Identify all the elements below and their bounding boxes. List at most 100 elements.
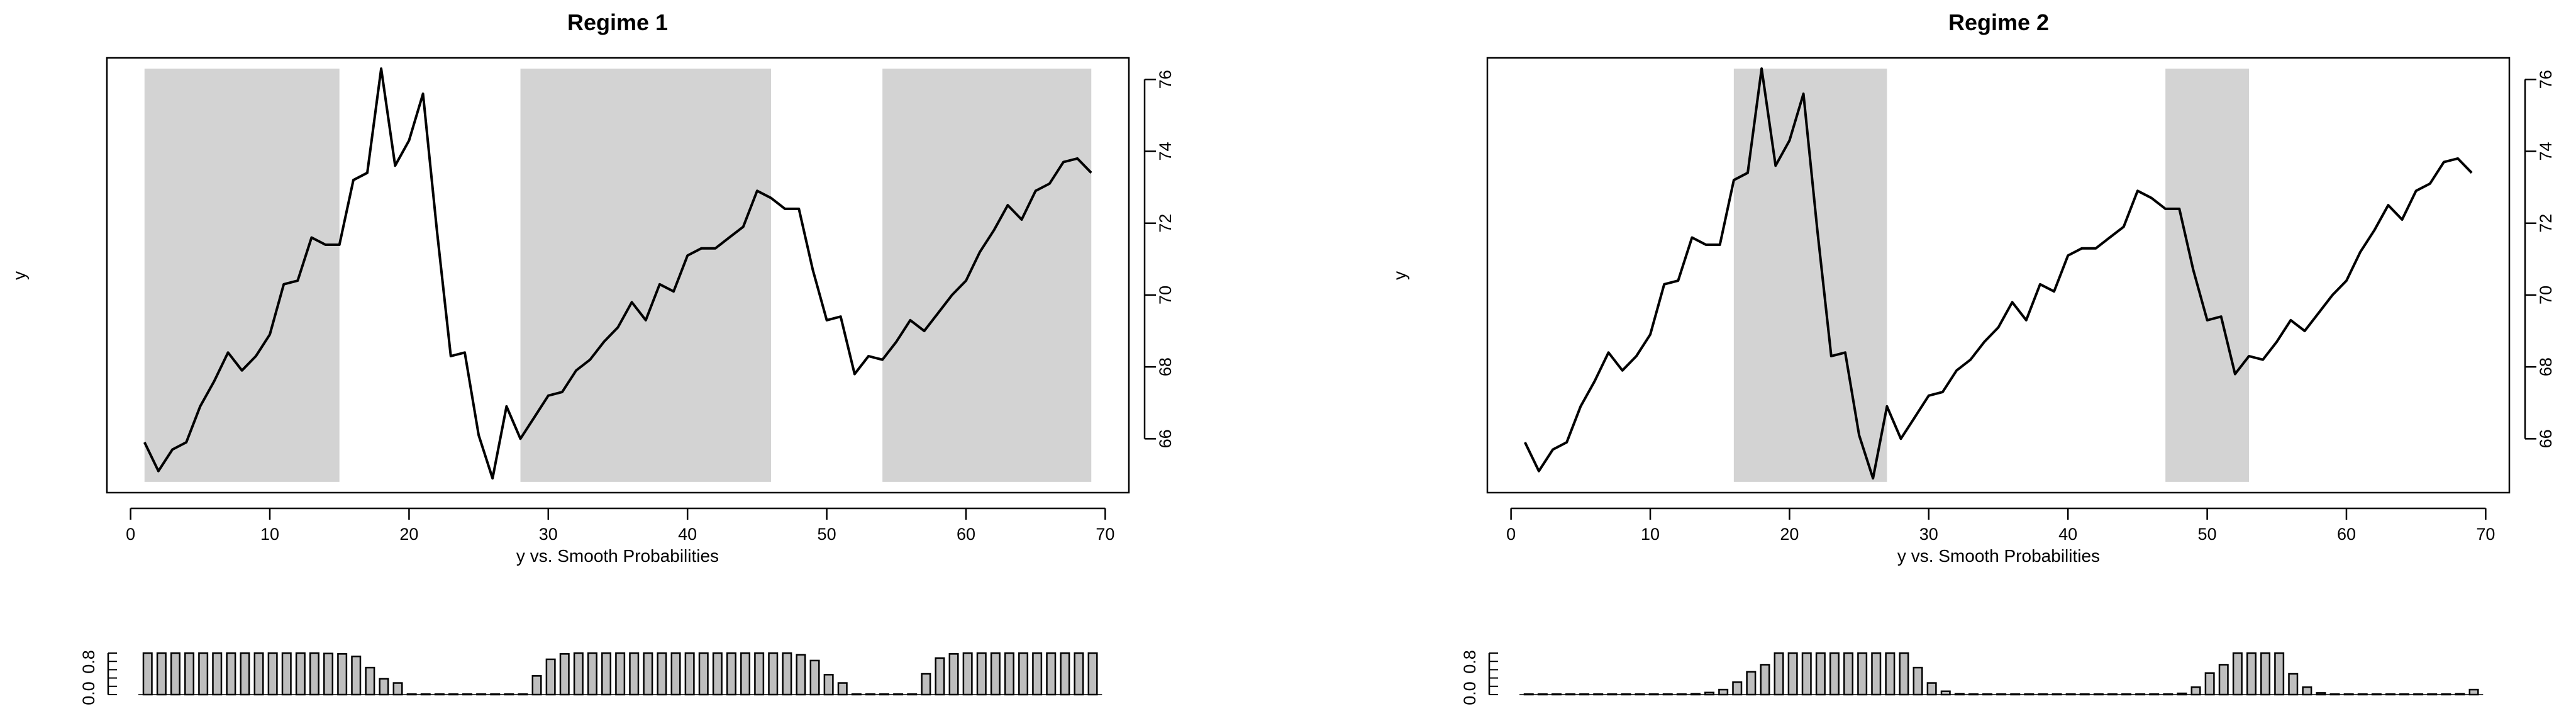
- probability-bar: [657, 652, 667, 696]
- probability-bar: [379, 678, 389, 696]
- probability-bar: [448, 693, 458, 696]
- probability-bar: [1621, 693, 1631, 696]
- probability-bar: [212, 652, 223, 696]
- probability-bar: [198, 652, 209, 696]
- probability-bar: [1982, 693, 1993, 696]
- regime-2-panel: 0 10 20 30 40 50 60 70 66 68 70 72 74 76 Regime 2 y vs.…: [1390, 9, 2555, 705]
- probability-bar: [1060, 652, 1070, 696]
- probability-bar: [240, 652, 250, 696]
- probability-bar: [2302, 686, 2312, 696]
- probability-bar: [2468, 688, 2479, 696]
- shaded-region: [144, 69, 340, 482]
- probability-bar: [601, 652, 612, 696]
- probability-bar: [670, 652, 681, 696]
- probability-bar: [1913, 666, 1923, 696]
- probability-bar: [1676, 693, 1687, 696]
- probability-bar: [490, 693, 501, 696]
- probability-bar: [1815, 652, 1826, 696]
- probability-bar: [1087, 652, 1098, 696]
- probability-bar: [2441, 693, 2451, 696]
- probability-bar: [768, 652, 779, 696]
- probability-bar: [726, 652, 736, 696]
- probability-bar: [2455, 693, 2465, 696]
- probability-bar: [1565, 693, 1576, 696]
- probability-bar: [1032, 652, 1043, 696]
- y-axis-label: y: [1390, 271, 1409, 280]
- probability-bar: [351, 656, 362, 696]
- shaded-region: [882, 69, 1092, 482]
- y-tick-label: 76: [2536, 70, 2555, 89]
- probability-bar: [420, 693, 431, 696]
- probability-bar: [837, 682, 848, 696]
- probability-bar: [1648, 693, 1659, 696]
- probability-bar: [1523, 693, 1534, 696]
- probability-bar: [2427, 693, 2438, 696]
- probability-bar: [1635, 693, 1645, 696]
- probability-bar: [1760, 664, 1770, 696]
- probability-bar: [2121, 693, 2132, 696]
- shaded-region: [520, 69, 772, 482]
- probability-bar: [935, 657, 945, 696]
- probability-bar: [2343, 693, 2354, 696]
- probability-bar: [796, 654, 806, 696]
- probability-bar: [531, 675, 542, 696]
- y-tick-label: 66: [2536, 429, 2555, 448]
- probability-bar: [2399, 693, 2410, 696]
- x-tick-label: 60: [2337, 525, 2356, 544]
- probability-bar: [1787, 652, 1798, 696]
- probability-tick-label: 0.0: [79, 681, 98, 705]
- probability-bar: [2274, 652, 2285, 696]
- probability-bar: [1746, 671, 1757, 696]
- probability-bar: [948, 653, 959, 696]
- probability-bar: [823, 674, 834, 696]
- probability-bar: [1579, 693, 1590, 696]
- series-line: [143, 67, 1092, 480]
- probability-bar: [1899, 652, 1909, 696]
- probability-bar: [615, 652, 626, 696]
- probability-bar: [962, 652, 973, 696]
- probability-bar: [476, 693, 487, 696]
- probability-bar: [1968, 693, 1979, 696]
- probability-bar: [1018, 652, 1029, 696]
- probability-bar: [587, 652, 597, 696]
- probability-bar: [337, 653, 348, 696]
- probability-bar: [1996, 693, 2007, 696]
- probability-bar: [2357, 693, 2368, 696]
- probability-bar: [281, 652, 292, 696]
- probability-bar: [809, 659, 820, 696]
- y-tick-label: 66: [1156, 429, 1175, 448]
- probability-bar: [365, 666, 375, 696]
- y-tick-label: 76: [1156, 70, 1175, 89]
- probability-bar: [1926, 682, 1937, 696]
- probability-bar: [1732, 681, 1743, 696]
- x-tick-label: 20: [399, 525, 418, 544]
- probability-bar: [573, 652, 584, 696]
- probability-bar: [2232, 652, 2243, 696]
- probability-bar: [2329, 693, 2340, 696]
- y-tick-label: 74: [1156, 142, 1175, 160]
- probability-bar: [1718, 688, 1729, 696]
- probability-bar: [2163, 693, 2174, 696]
- x-tick-label: 20: [1780, 525, 1799, 544]
- probability-bar: [2385, 693, 2396, 696]
- y-tick-label: 72: [2536, 214, 2555, 233]
- probability-bar: [2316, 692, 2326, 696]
- x-tick-label: 0: [126, 525, 135, 544]
- probability-bar: [267, 652, 278, 696]
- probability-bar: [309, 652, 319, 696]
- probability-bar: [921, 673, 931, 696]
- y-tick-label: 70: [2536, 286, 2555, 305]
- y-tick-label: 70: [1156, 286, 1175, 305]
- probability-bar: [865, 693, 875, 696]
- probability-bar: [2413, 693, 2424, 696]
- x-tick-label: 10: [260, 525, 279, 544]
- probability-bar: [740, 652, 751, 696]
- probability-bar: [1551, 693, 1562, 696]
- probability-bar: [184, 652, 195, 696]
- chart-title: Regime 2: [1948, 9, 2049, 35]
- probability-bar: [698, 652, 709, 696]
- shaded-region: [1733, 69, 1887, 482]
- x-tick-label: 70: [2476, 525, 2495, 544]
- probability-bar: [782, 652, 792, 696]
- probability-bar: [2010, 693, 2021, 696]
